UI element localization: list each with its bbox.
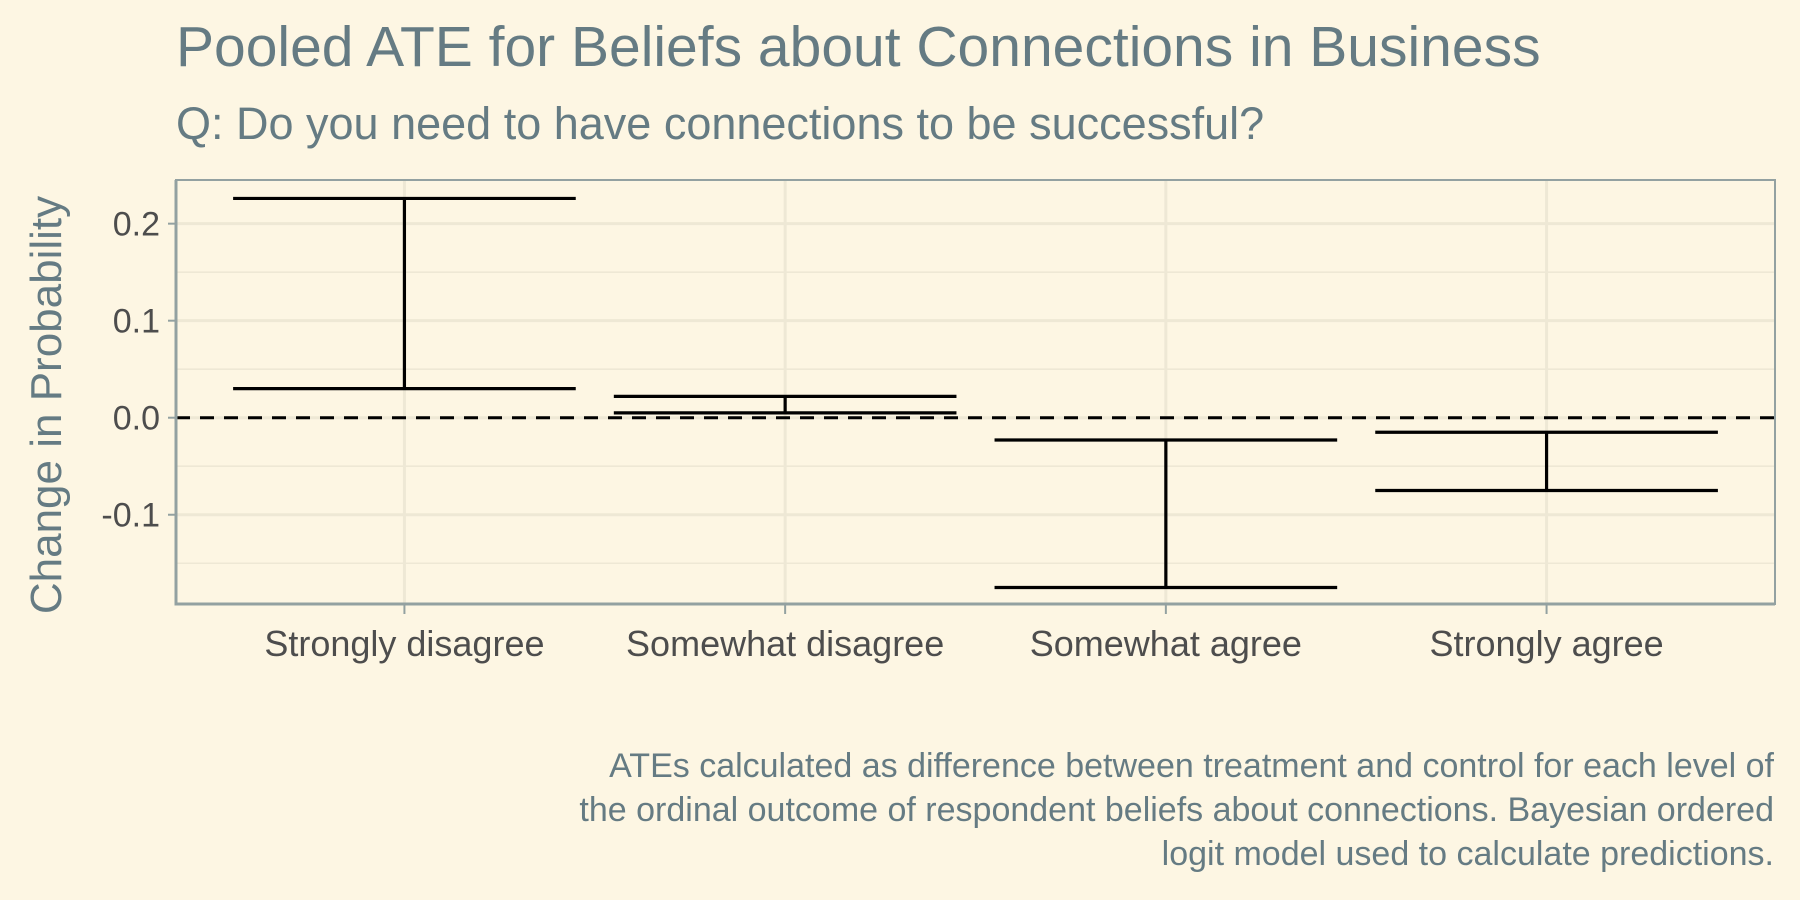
errorbar bbox=[233, 196, 576, 391]
caption-line: logit model used to calculate prediction… bbox=[1161, 835, 1774, 873]
y-tick-label: 0.1 bbox=[113, 303, 160, 341]
tick-labels: 0.2 0.1 0.0 -0.1 Strongly disagree Somewhat d… bbox=[101, 206, 1663, 664]
grid bbox=[176, 180, 1775, 604]
x-tick-label: Somewhat agree bbox=[1030, 623, 1302, 664]
chart-title: Pooled ATE for Beliefs about Connections… bbox=[176, 15, 1541, 79]
x-tick-label: Strongly disagree bbox=[264, 623, 544, 664]
errorbar bbox=[613, 394, 957, 415]
x-tick-label: Strongly agree bbox=[1430, 623, 1664, 664]
errorbar bbox=[1375, 430, 1718, 493]
y-tick-label: 0.0 bbox=[113, 400, 160, 438]
y-tick-label: -0.1 bbox=[101, 497, 160, 535]
y-tick-label: 0.2 bbox=[113, 206, 160, 244]
x-tick-label: Somewhat disagree bbox=[626, 623, 944, 664]
plot-panel bbox=[176, 180, 1775, 604]
errorbars bbox=[233, 196, 1718, 590]
errorbar bbox=[994, 438, 1338, 590]
caption-line: ATEs calculated as difference between tr… bbox=[609, 747, 1774, 785]
chart-subtitle: Q: Do you need to have connections to be… bbox=[176, 98, 1265, 149]
y-axis-title: Change in Probability bbox=[22, 196, 71, 614]
caption-line: the ordinal outcome of respondent belief… bbox=[579, 791, 1774, 829]
axes bbox=[168, 179, 1776, 614]
caption: ATEs calculated as difference between tr… bbox=[274, 744, 1774, 876]
